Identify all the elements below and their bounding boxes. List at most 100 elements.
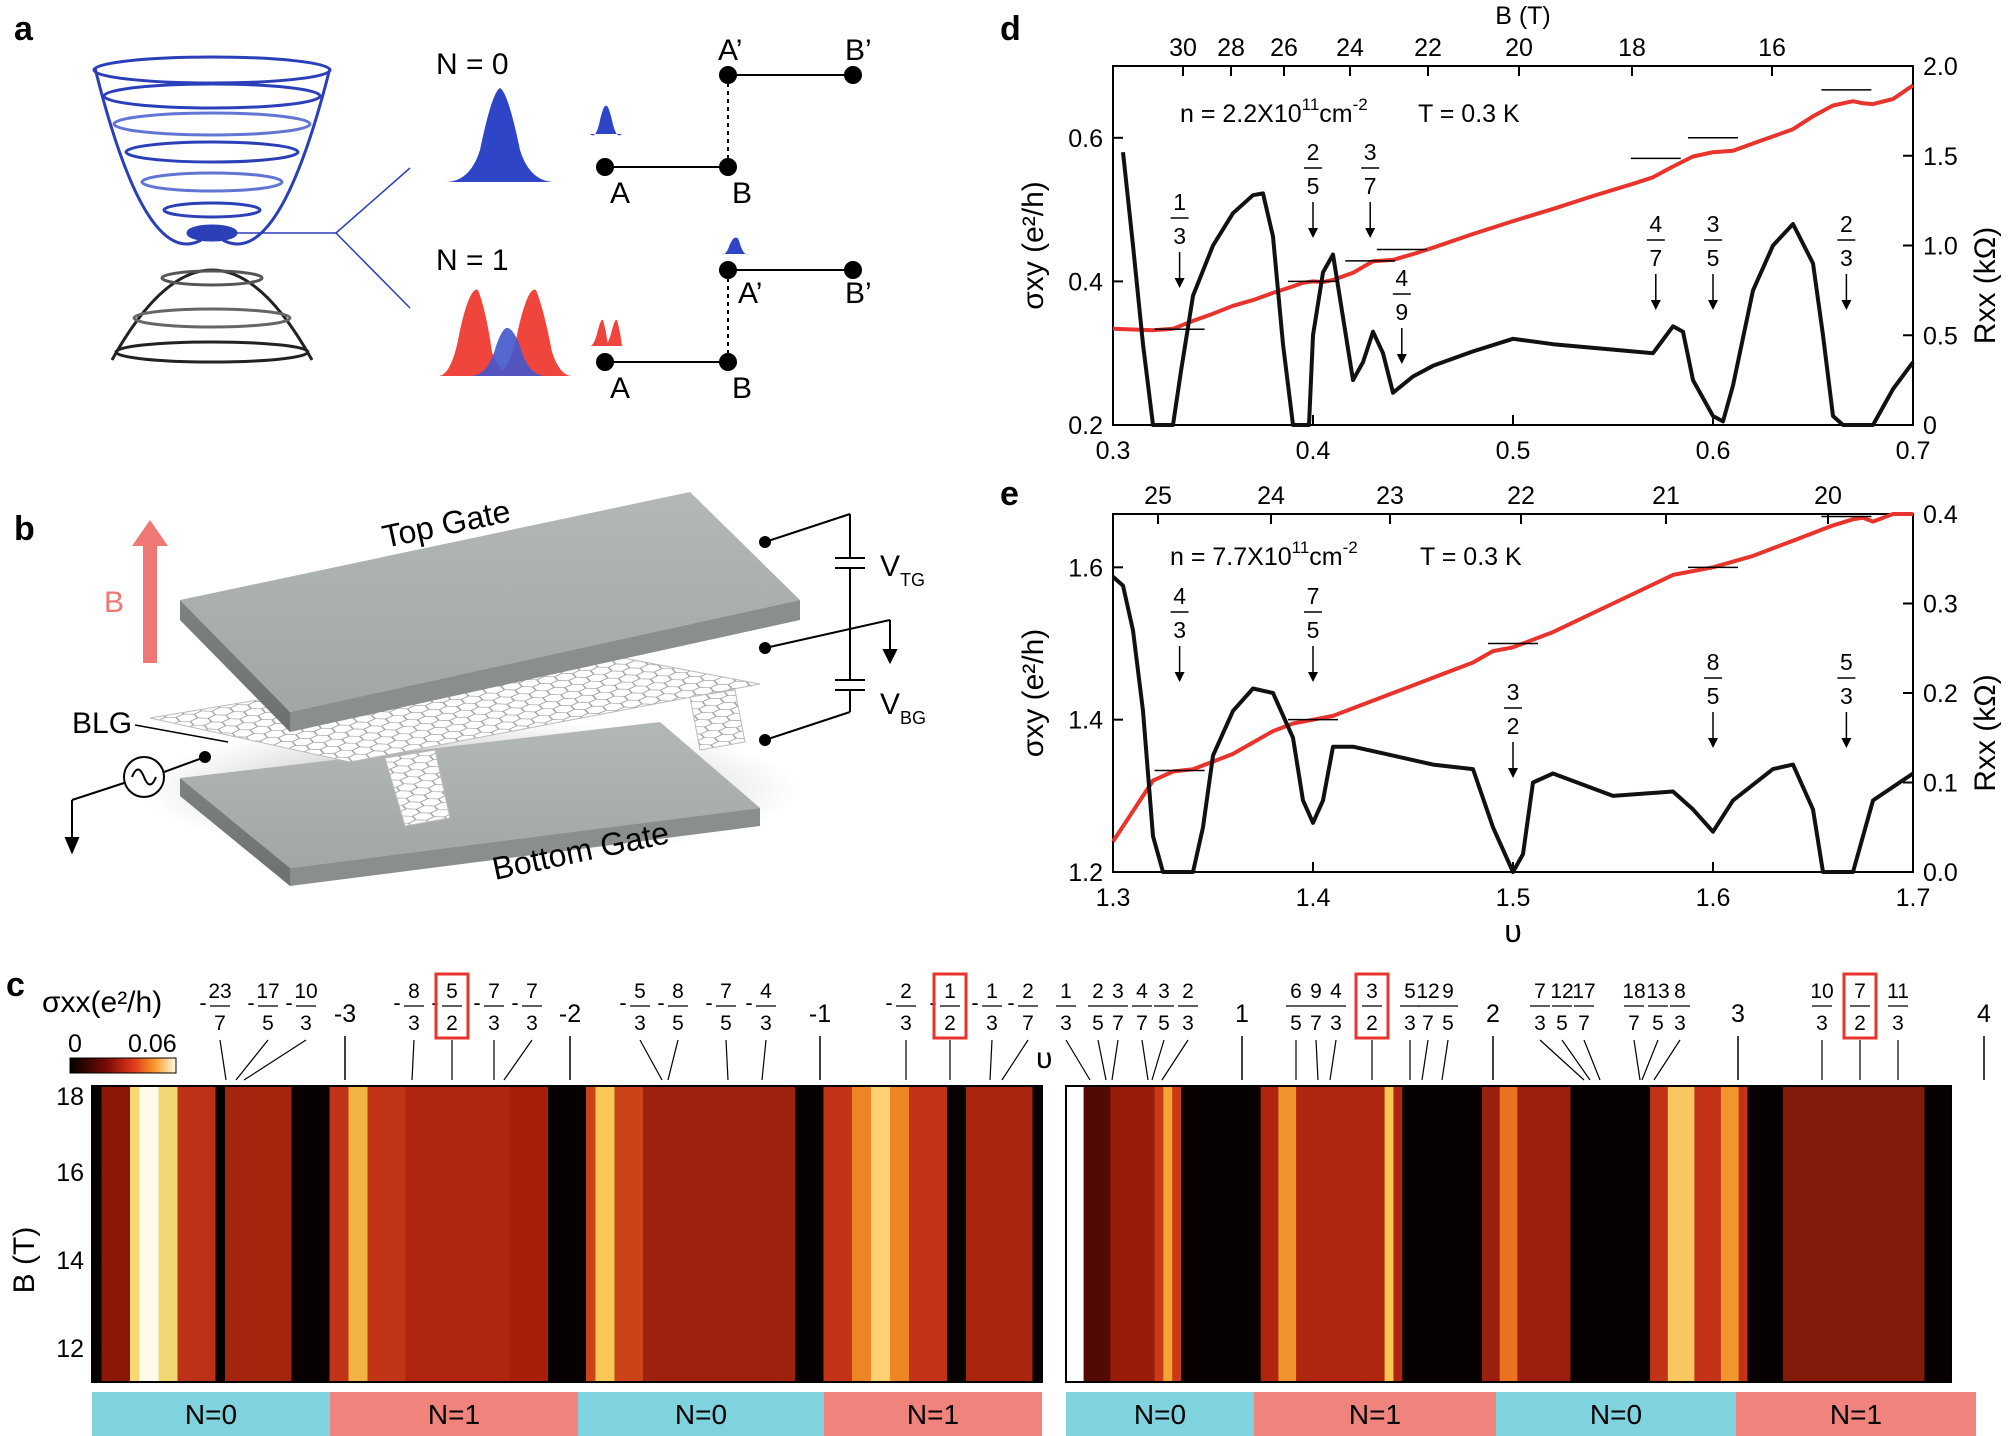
fraction-numerator: 1	[986, 980, 998, 1003]
fraction-denominator: 3	[1840, 683, 1853, 709]
filling-fraction: -7 3	[503, 980, 542, 1081]
heatmap-left	[91, 1085, 1043, 1383]
fraction-numerator: 5	[634, 980, 646, 1003]
fraction-arrowhead	[1365, 228, 1376, 238]
fraction-sign: -	[971, 990, 978, 1015]
band-label: N=1	[428, 1399, 480, 1430]
y-axis-label: σxy (e²/h)	[1017, 629, 1050, 758]
vtg-main: V	[880, 550, 900, 583]
fraction-numerator: 17	[1572, 980, 1595, 1003]
vbg-label: VBG	[880, 688, 926, 728]
y2-tick-label: 0	[1923, 412, 1937, 440]
fraction-tick	[667, 1039, 679, 1081]
fraction-tick	[1641, 1039, 1659, 1081]
density-unit: cm	[1319, 100, 1352, 128]
fraction-tick	[1539, 1039, 1585, 1081]
fraction-tick	[1583, 1039, 1601, 1081]
vbg-main: V	[880, 688, 900, 721]
x2-tick-label: 20	[1814, 482, 1842, 510]
fraction-numerator: 8	[408, 980, 420, 1003]
density-unit-exp: -2	[1343, 538, 1358, 557]
fraction-sign: -	[473, 990, 480, 1015]
y2-axis-label: Rxx (kΩ)	[1969, 674, 2002, 791]
fraction-numerator: 18	[1622, 980, 1645, 1003]
fraction-numerator: 3	[1112, 980, 1124, 1003]
band-n1	[1736, 1392, 1976, 1436]
band-n1	[1254, 1392, 1496, 1436]
x-tick-label: 1.4	[1296, 884, 1331, 912]
fraction-arrowhead	[1308, 672, 1318, 682]
fraction-numerator: 2	[1092, 980, 1104, 1003]
fraction-denominator: 5	[672, 1012, 684, 1035]
filling-fraction: 83	[1653, 980, 1690, 1081]
fraction-denominator: 3	[1404, 1012, 1416, 1035]
density-annotation: n = 2.2X1011cm-2	[1180, 95, 1368, 128]
fraction-denominator: 3	[1060, 1012, 1072, 1035]
fraction-numerator: 1	[1173, 189, 1186, 215]
x2-tick-label: 23	[1376, 482, 1404, 510]
fraction-arrowhead	[1508, 768, 1518, 778]
y2-tick-label: 1.5	[1923, 143, 1958, 171]
filling-fraction: 72	[1842, 972, 1878, 1080]
x2-axis-label: B (T)	[1495, 2, 1551, 30]
x-tick-label: 1.3	[1096, 884, 1131, 912]
fraction-tick	[503, 1039, 533, 1081]
filling-fraction: 177	[1572, 980, 1601, 1081]
fraction-denominator: 7	[1310, 1012, 1322, 1035]
filling-fraction: 25	[1088, 980, 1108, 1081]
filling-integer-label: -2	[559, 1000, 581, 1028]
point-bp-top: B’	[845, 34, 872, 67]
heatmap-frame	[1065, 1085, 1952, 1383]
point-bp-bottom: B’	[845, 277, 872, 310]
y2-tick-label: 0.5	[1923, 322, 1958, 350]
fraction-denominator: 3	[1330, 1012, 1342, 1035]
fraction-denominator: 5	[1707, 683, 1720, 709]
x-tick-label: 1.7	[1896, 884, 1931, 912]
fraction-tick	[1097, 1039, 1107, 1081]
fraction-arrowhead	[1708, 300, 1718, 310]
even-denominator-highlight	[434, 972, 470, 1040]
fraction-tick	[1441, 1039, 1449, 1081]
n0-wavefunction	[445, 88, 555, 182]
panel-label-d: d	[1000, 10, 1021, 48]
panel-label-b: b	[14, 510, 35, 548]
heatmap-stripe	[595, 1086, 615, 1382]
filling-fraction: 135	[1641, 980, 1670, 1081]
fraction-tick	[1065, 1039, 1091, 1081]
filling-fraction: 13	[1056, 980, 1091, 1081]
heatmap-stripe	[966, 1086, 1033, 1382]
fraction-sign: -	[511, 990, 518, 1015]
b-tick-label: 16	[56, 1159, 84, 1187]
point-b-top: B	[732, 177, 752, 210]
b-tick-label: 18	[56, 1083, 84, 1111]
fraction-denominator: 7	[1649, 245, 1662, 271]
filling-fraction: 187	[1622, 980, 1646, 1081]
fraction-numerator: 3	[1364, 139, 1377, 165]
filling-fraction: 125	[1550, 980, 1591, 1081]
vtg-sub: TG	[900, 570, 925, 590]
fraction-numerator: 1	[944, 980, 956, 1003]
fraction-numerator: 10	[1810, 980, 1833, 1003]
filling-fraction: -8 5	[657, 980, 688, 1081]
fraction-denominator: 7	[1364, 173, 1377, 199]
fraction-denominator: 5	[1307, 173, 1320, 199]
fraction-numerator: 7	[488, 980, 500, 1003]
heatmap-stripe	[1110, 1086, 1155, 1382]
heatmap-stripe	[1278, 1086, 1297, 1382]
fraction-numerator: 4	[1136, 980, 1148, 1003]
fraction-sign: -	[285, 990, 292, 1015]
filling-fraction: 103	[1810, 980, 1834, 1080]
band-n1	[330, 1392, 578, 1436]
fraction-numerator: 4	[1330, 980, 1342, 1003]
point-a-top: A	[610, 177, 630, 210]
fraction-numerator: 9	[1310, 980, 1322, 1003]
panel-b: B Top Gate Bottom Gate BLG	[64, 492, 926, 887]
filling-fraction: -23 7	[199, 980, 232, 1081]
x2-tick-label: 16	[1758, 34, 1786, 62]
filling-integer-label: -1	[809, 1000, 831, 1028]
heatmap-stripe	[1782, 1086, 1925, 1382]
fraction-tick	[1561, 1039, 1591, 1081]
y2-tick-label: 0.2	[1923, 680, 1958, 708]
